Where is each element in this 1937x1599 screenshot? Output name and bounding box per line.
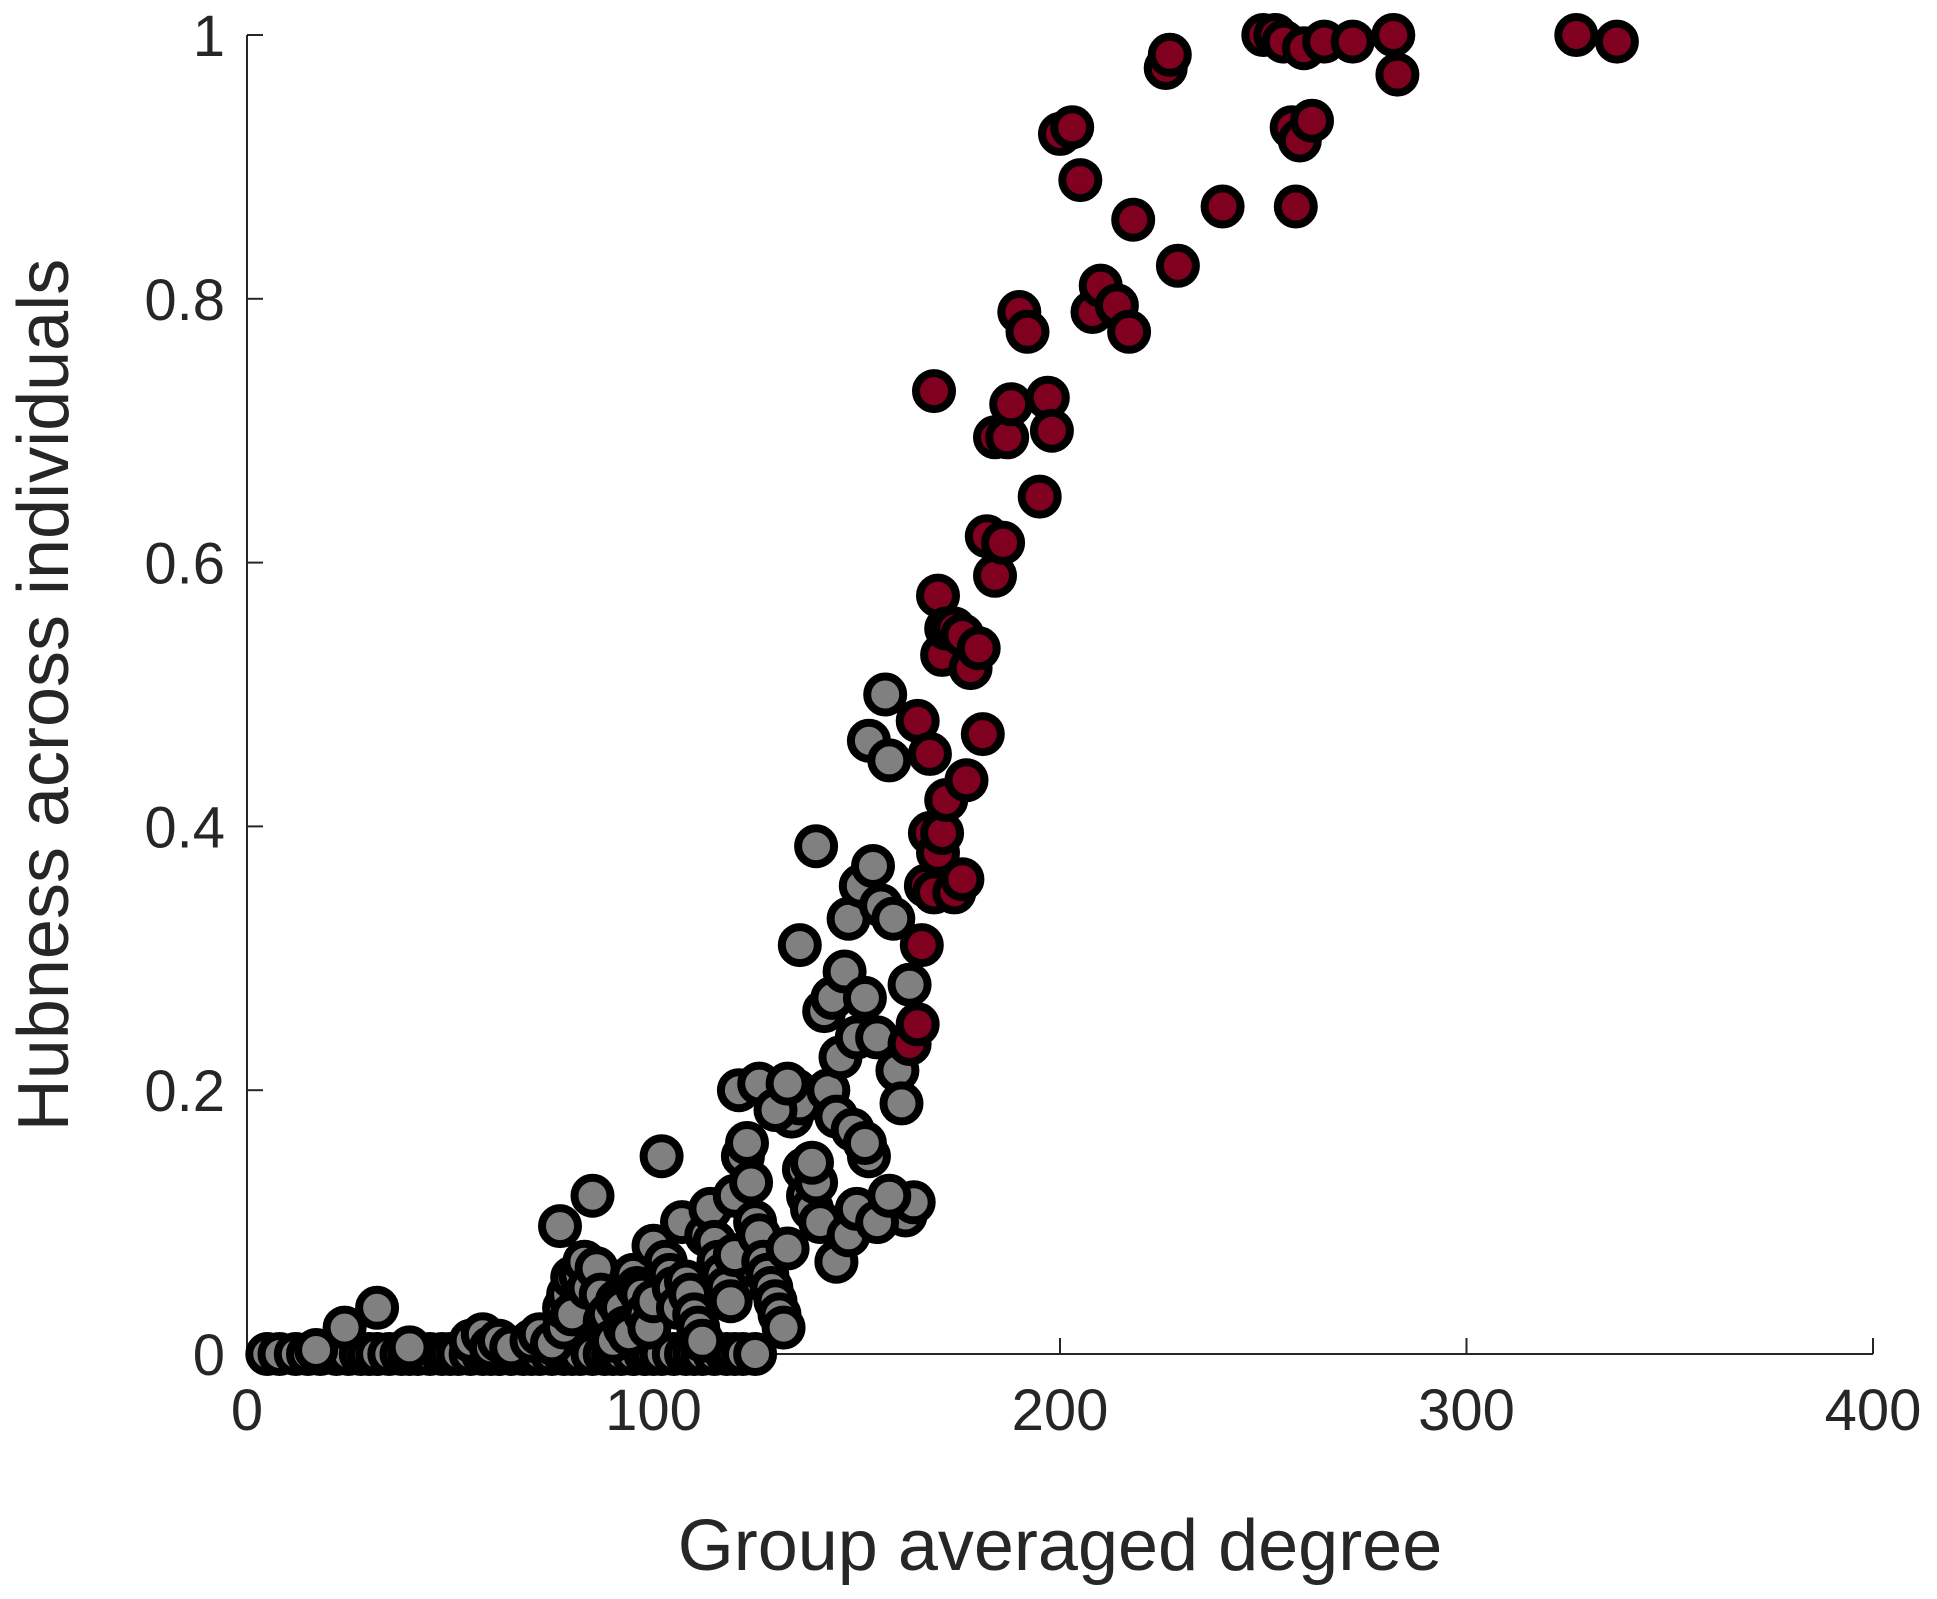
data-point [1147, 32, 1192, 77]
data-point [1200, 184, 1245, 229]
data-point [538, 1204, 582, 1249]
data-point [322, 1305, 367, 1350]
data-point [867, 1173, 912, 1218]
y-tick-label: 0.8 [144, 268, 225, 333]
y-tick-label: 1 [193, 4, 225, 69]
x-tick-label: 300 [1418, 1378, 1515, 1443]
data-point [899, 923, 944, 968]
data-point [944, 758, 989, 803]
data-point [960, 712, 1005, 757]
data-point [895, 1002, 940, 1047]
data-point [1371, 13, 1416, 57]
data-point [842, 975, 887, 1020]
x-ticks: 0 100 200 300 400 [231, 1338, 1922, 1443]
y-tick-label: 0.2 [144, 1059, 225, 1124]
data-point [777, 923, 822, 968]
data-point [907, 731, 952, 776]
x-axis-label: Group averaged degree [678, 1506, 1443, 1586]
data-point [867, 738, 912, 783]
data-point [1017, 474, 1062, 519]
data-point [842, 1121, 887, 1165]
y-tick-label: 0.6 [144, 532, 225, 597]
data-point [912, 369, 956, 414]
data-point [1111, 197, 1156, 242]
data-point [989, 382, 1034, 427]
data-point [729, 1160, 774, 1205]
y-ticks: 0 0.2 0.4 0.6 0.8 1 [144, 4, 263, 1388]
data-point [851, 844, 895, 888]
data-point [708, 1279, 753, 1324]
data-point [765, 1061, 810, 1106]
data-point [1005, 309, 1050, 354]
data-point [1050, 105, 1095, 150]
data-point [1273, 184, 1318, 229]
data-point [680, 1318, 725, 1363]
x-tick-label: 0 [231, 1378, 263, 1443]
series-1 [245, 672, 936, 1376]
data-point [887, 962, 932, 1007]
data-point [1375, 52, 1420, 97]
x-tick-label: 100 [605, 1378, 702, 1443]
x-tick-label: 400 [1825, 1378, 1922, 1443]
data-point [956, 626, 1001, 671]
data-point [863, 672, 908, 717]
y-tick-label: 0 [193, 1323, 225, 1388]
data-point [1330, 19, 1375, 64]
data-point [570, 1173, 615, 1218]
data-point [639, 1134, 684, 1179]
data-point [794, 824, 839, 869]
data-point [871, 896, 916, 941]
data-point [1554, 13, 1599, 57]
data-point [940, 857, 985, 902]
data-point [1029, 408, 1074, 453]
data-point [981, 520, 1026, 565]
data-points [245, 13, 1639, 1376]
data-point [790, 1140, 834, 1185]
series-2 [887, 13, 1639, 1066]
data-point [733, 1332, 778, 1376]
data-point [761, 1305, 806, 1350]
data-point [387, 1325, 432, 1370]
data-point [765, 1226, 810, 1271]
data-point [355, 1285, 400, 1330]
data-point [1290, 98, 1334, 143]
data-point [879, 1081, 924, 1126]
data-point [1594, 19, 1639, 64]
data-point [1155, 243, 1200, 288]
data-point [1107, 309, 1152, 354]
data-point [1058, 158, 1103, 203]
data-point [725, 1121, 769, 1165]
x-tick-label: 200 [1012, 1378, 1109, 1443]
y-axis-label: Hubness across individuals [4, 259, 84, 1131]
y-tick-label: 0.4 [144, 795, 225, 860]
axes [246, 35, 1873, 1355]
data-point [294, 1328, 339, 1372]
